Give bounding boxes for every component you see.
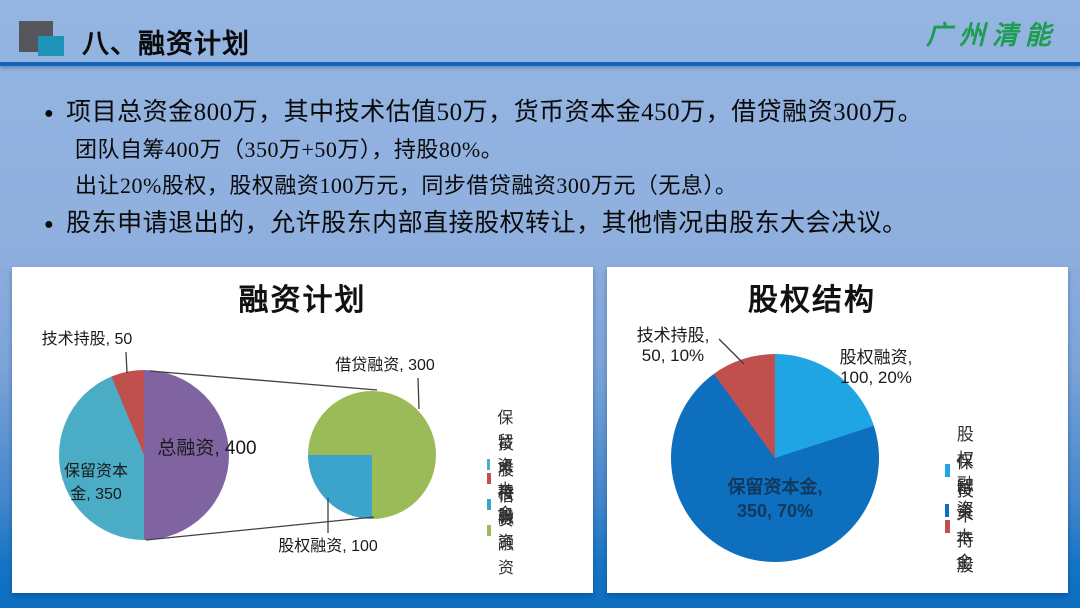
legend-item: 借贷融资 xyxy=(487,482,521,578)
financing-secondary-pie xyxy=(308,391,436,519)
legend-swatch xyxy=(945,504,949,517)
legend-label: 保留资本金 xyxy=(955,453,973,572)
legend-swatch xyxy=(487,524,491,536)
bullet-text: 项目总资金800万，其中技术估值50万，货币资本金450万，借贷融资300万。 xyxy=(66,99,924,126)
financing-plan-chart-panel: 融资计划 技术持股, 50 借贷融资, 300 保留资本 金, 350 总融资,… xyxy=(12,267,593,593)
bullet-text: 出让20%股权，股权融资100万元，同步借贷融资300万元（无息）。 xyxy=(75,173,738,198)
label-tech-holding: 技术持股, 50, 10% xyxy=(636,326,710,365)
label-retained-capital: 保留资本金, 350, 70% xyxy=(727,477,823,521)
label-retained-capital: 保留资本 金, 350 xyxy=(63,463,128,503)
legend-swatch xyxy=(487,458,491,470)
legend-swatch xyxy=(487,472,491,484)
legend-swatch xyxy=(945,519,950,533)
legend-label: 借贷融资 xyxy=(497,488,514,577)
label-tech-holding: 技术持股, 50 xyxy=(41,331,133,348)
bullet-line-3: 出让20%股权，股权融资100万元，同步借贷融资300万元（无息）。 xyxy=(75,168,737,200)
legend-swatch xyxy=(945,463,950,477)
legend-swatch xyxy=(487,498,491,510)
header-divider xyxy=(0,62,1080,66)
legend-item: 股权融资 xyxy=(945,420,982,520)
legend-item: 技术持股 xyxy=(945,476,982,576)
slide-header: 八、融资计划 广州清能 xyxy=(0,0,1080,62)
bullet-marker: ● xyxy=(44,105,55,122)
label-equity-financing: 股权融资, 100, 20% xyxy=(839,348,913,387)
legend-item: 保留资本金 xyxy=(945,448,982,573)
bullet-line-2: 团队自筹400万（350万+50万），持股80%。 xyxy=(75,132,503,164)
label-loan-financing: 借贷融资, 300 xyxy=(335,357,435,374)
legend-item: 技术持股 xyxy=(487,430,521,526)
bullet-line-4: ● 股东申请退出的，允许股东内部直接股权转让，其他情况由股东大会决议。 xyxy=(44,203,908,239)
legend-label: 股权融资 xyxy=(956,425,974,519)
financing-main-pie xyxy=(59,370,229,540)
legend-item: 股权融资 xyxy=(487,456,521,552)
slide-title: 八、融资计划 xyxy=(82,29,250,59)
bullet-text: 股东申请退出的，允许股东内部直接股权转让，其他情况由股东大会决议。 xyxy=(66,210,908,237)
equity-chart-title: 股权结构 xyxy=(748,284,876,317)
label-equity-financing: 股权融资, 100 xyxy=(278,538,378,555)
brand-logo-text: 广州清能 xyxy=(925,21,1058,50)
legend-label: 技术持股 xyxy=(497,436,514,525)
equity-pie xyxy=(671,354,879,562)
bullet-text: 团队自筹400万（350万+50万），持股80%。 xyxy=(75,137,504,162)
label-total-financing: 总融资, 400 xyxy=(157,438,257,459)
legend-item: 保留资本金 xyxy=(487,404,521,524)
bullet-marker: ● xyxy=(44,216,55,233)
legend-label: 股权融资 xyxy=(497,462,514,551)
bullet-line-1: ● 项目总资金800万，其中技术估值50万，货币资本金450万，借贷融资300万。 xyxy=(44,92,923,128)
financing-chart-title: 融资计划 xyxy=(238,284,367,317)
logo-teal-square xyxy=(38,36,64,56)
legend-label: 保留资本金 xyxy=(497,410,514,523)
legend-label: 技术持股 xyxy=(956,481,974,575)
equity-structure-chart-panel: 股权结构 技术持股, 50, 10% 股权融资, 100, 20% 保留资本金,… xyxy=(607,267,1068,593)
logo-mark xyxy=(19,21,65,57)
